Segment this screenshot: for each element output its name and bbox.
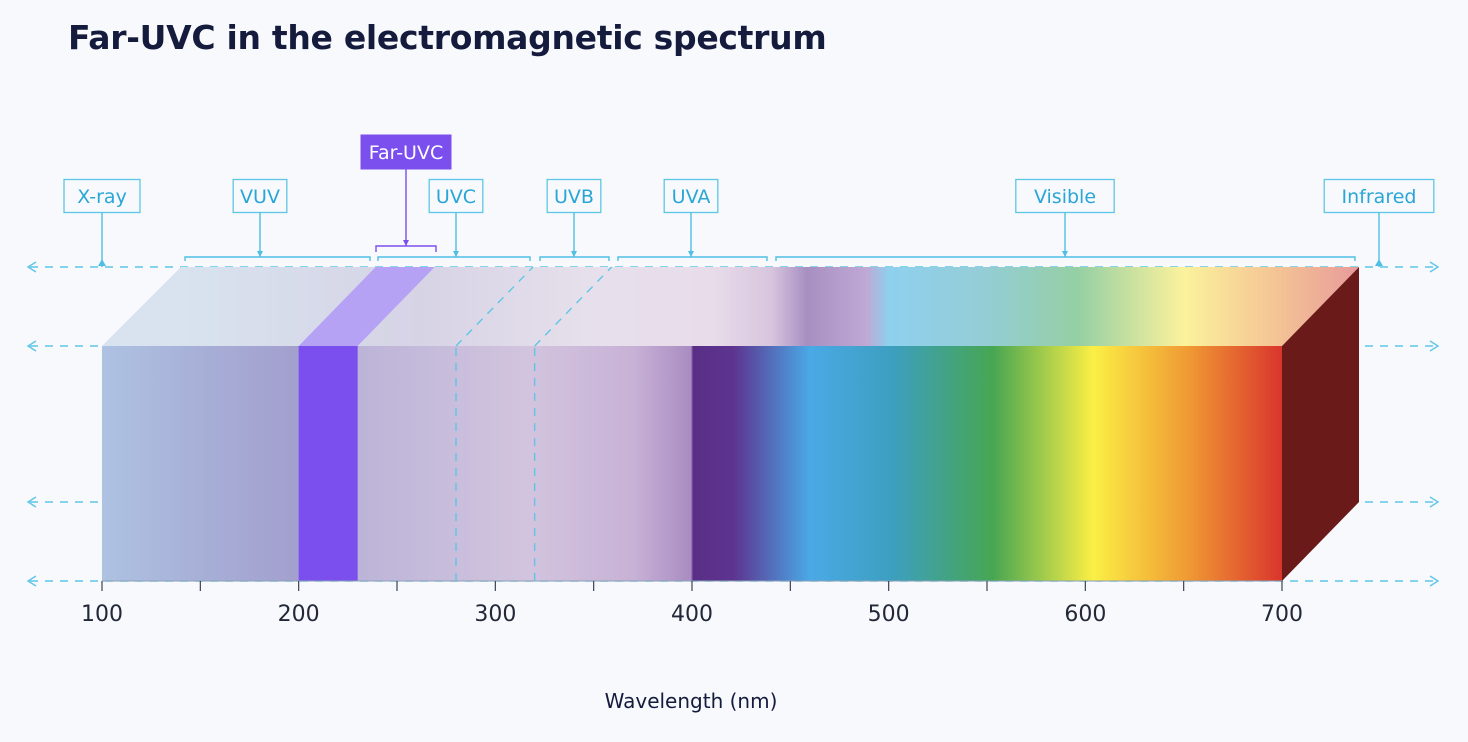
x-axis-title: Wavelength (nm) xyxy=(605,689,778,713)
chart-title: Far-UVC in the electromagnetic spectrum xyxy=(68,18,827,57)
box-top-face xyxy=(102,267,1359,346)
label-box-uva xyxy=(663,178,719,214)
box-right-face xyxy=(1282,267,1359,581)
label-vuv: VUV xyxy=(184,178,371,261)
label-visible: Visible xyxy=(775,178,1356,261)
label-text-xray: X-ray xyxy=(77,186,127,208)
label-text-uvb: UVB xyxy=(554,186,594,208)
label-far-uvc: Far-UVC xyxy=(360,134,452,252)
bracket xyxy=(539,256,610,261)
left-arrow-icon xyxy=(26,261,37,273)
bracket xyxy=(184,256,371,261)
bracket xyxy=(617,256,768,261)
band-boundary-line xyxy=(455,266,534,347)
band-boundary-line xyxy=(534,266,613,347)
far-uvc-band-front xyxy=(298,346,358,581)
label-text-infrared: Infrared xyxy=(1342,186,1417,208)
right-arrow-icon xyxy=(1429,340,1440,352)
label-uvc: UVC xyxy=(377,178,531,261)
label-infrared: Infrared xyxy=(1323,178,1435,267)
label-box-xray xyxy=(63,178,141,214)
label-text-visible: Visible xyxy=(1034,186,1096,208)
label-box-visible xyxy=(1015,178,1115,214)
pointer-icon xyxy=(98,259,106,266)
far-uvc-label-text: Far-UVC xyxy=(369,142,443,164)
tick-label: 400 xyxy=(671,602,713,627)
tick-label: 600 xyxy=(1064,602,1106,627)
pointer-icon xyxy=(453,251,459,257)
left-arrow-icon xyxy=(26,496,37,508)
label-text-uvc: UVC xyxy=(436,186,476,208)
tick-label: 200 xyxy=(278,602,320,627)
bracket xyxy=(377,256,531,261)
far-uvc-pointer-icon xyxy=(403,240,409,246)
label-xray: X-ray xyxy=(63,178,141,267)
right-arrow-icon xyxy=(1429,575,1440,587)
pointer-icon xyxy=(571,251,577,257)
tick-label: 700 xyxy=(1261,602,1303,627)
label-box-infrared xyxy=(1323,178,1435,214)
far-uvc-band-top xyxy=(298,267,435,346)
label-box-uvc xyxy=(428,178,484,214)
label-box-uvb xyxy=(546,178,602,214)
label-uva: UVA xyxy=(617,178,768,261)
tick-label: 300 xyxy=(474,602,516,627)
left-arrow-icon xyxy=(26,575,37,587)
label-box-vuv xyxy=(232,178,288,214)
pointer-icon xyxy=(1062,251,1068,257)
tick-label: 100 xyxy=(81,602,123,627)
pointer-icon xyxy=(257,251,263,257)
pointer-icon xyxy=(1375,259,1383,266)
far-uvc-label-box xyxy=(360,134,452,170)
label-uvb: UVB xyxy=(539,178,610,261)
label-text-uva: UVA xyxy=(672,186,711,208)
right-arrow-icon xyxy=(1429,496,1440,508)
bracket xyxy=(775,256,1356,261)
tick-label: 500 xyxy=(868,602,910,627)
pointer-icon xyxy=(688,251,694,257)
right-arrow-icon xyxy=(1429,261,1440,273)
label-text-vuv: VUV xyxy=(240,186,280,208)
box-front-face xyxy=(102,346,1282,581)
far-uvc-bracket xyxy=(375,245,437,252)
left-arrow-icon xyxy=(26,340,37,352)
